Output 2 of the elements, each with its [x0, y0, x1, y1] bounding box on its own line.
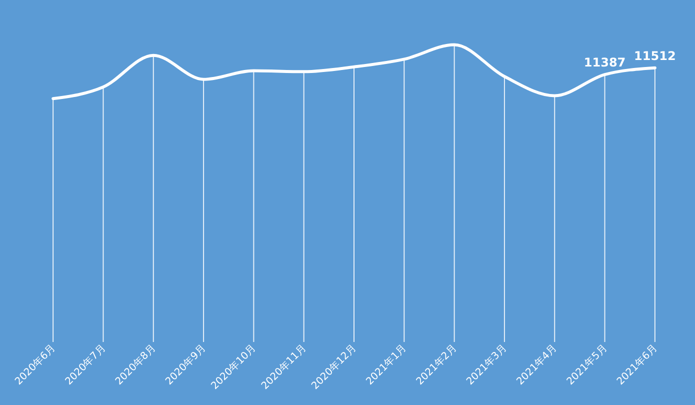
data-label: 11512	[634, 48, 676, 63]
data-label: 11387	[584, 56, 626, 70]
